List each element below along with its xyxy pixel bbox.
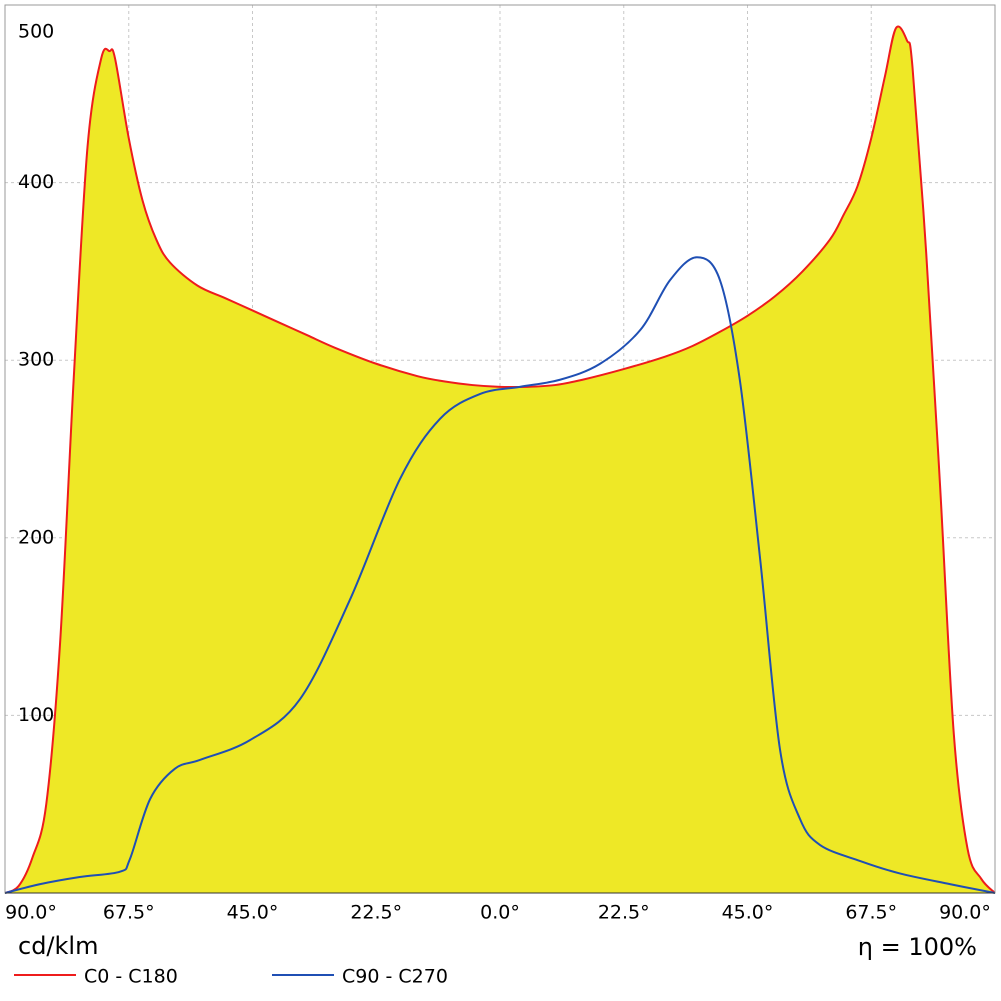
x-tick-label: 67.5° <box>103 902 155 924</box>
y-tick-label: 400 <box>18 171 54 193</box>
legend-label: C0 - C180 <box>84 966 178 988</box>
x-tick-label: 22.5° <box>598 902 650 924</box>
x-tick-label: 90.0° <box>5 902 57 924</box>
y-tick-label: 300 <box>18 349 54 371</box>
unit-label: cd/klm <box>18 932 98 960</box>
area-fill <box>5 26 995 894</box>
series-line <box>4 25 996 894</box>
x-tick-label: 22.5° <box>350 902 402 924</box>
x-tick-label: 67.5° <box>845 902 897 924</box>
y-tick-label: 500 <box>18 21 54 43</box>
efficiency-label: η = 100% <box>858 933 977 961</box>
series-line <box>4 256 996 894</box>
legend-label: C90 - C270 <box>342 966 448 988</box>
y-tick-label: 200 <box>18 526 54 548</box>
x-tick-label: 45.0° <box>227 902 279 924</box>
x-tick-label: 0.0° <box>480 902 520 924</box>
x-tick-label: 45.0° <box>722 902 774 924</box>
y-tick-label: 100 <box>18 704 54 726</box>
x-tick-label: 90.0° <box>939 902 991 924</box>
